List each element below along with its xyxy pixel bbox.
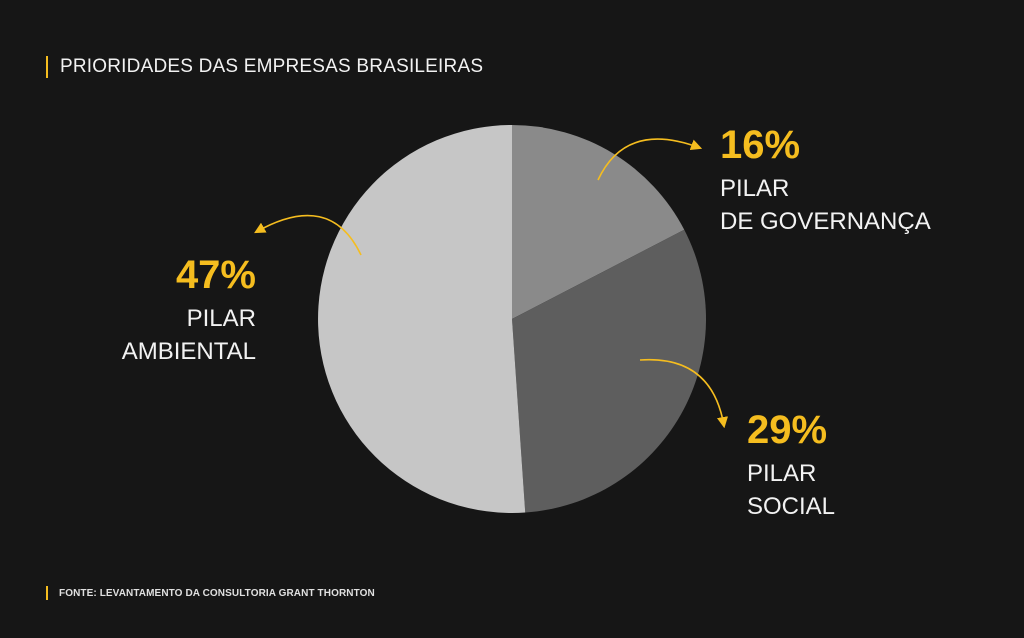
slice-percent-label: 16% xyxy=(720,123,800,167)
callout-arrow xyxy=(639,358,729,429)
callout-arrows xyxy=(254,138,729,429)
slice-category-label: PILAR xyxy=(720,175,789,202)
slice-category-label: PILAR xyxy=(187,305,256,332)
slice-category-label: AMBIENTAL xyxy=(122,338,256,365)
pie-slices xyxy=(318,125,707,513)
slice-category-label: DE GOVERNANÇA xyxy=(720,208,931,235)
slice-percent-label: 29% xyxy=(747,408,827,452)
slice-category-label: PILAR xyxy=(747,460,816,487)
pie-slice xyxy=(512,229,707,513)
title-accent-bar xyxy=(46,56,48,78)
chart-title: PRIORIDADES DAS EMPRESAS BRASILEIRAS xyxy=(60,56,484,77)
callout-arrow xyxy=(597,138,703,181)
slice-percent-label: 47% xyxy=(176,253,256,297)
slice-category-label: SOCIAL xyxy=(747,493,835,520)
slice-labels: 16% PILAR DE GOVERNANÇA 29% PILAR SOCIAL 47% PI… xyxy=(122,123,931,520)
source-note: FONTE: LEVANTAMENTO DA CONSULTORIA GRANT… xyxy=(59,587,375,599)
pie-slice xyxy=(512,125,685,319)
source-accent-bar xyxy=(46,586,48,600)
pie-slice xyxy=(318,125,526,513)
source-block: FONTE: LEVANTAMENTO DA CONSULTORIA GRANT… xyxy=(46,585,375,601)
chart-title-block: PRIORIDADES DAS EMPRESAS BRASILEIRAS xyxy=(46,55,483,79)
callout-arrow xyxy=(254,214,362,256)
